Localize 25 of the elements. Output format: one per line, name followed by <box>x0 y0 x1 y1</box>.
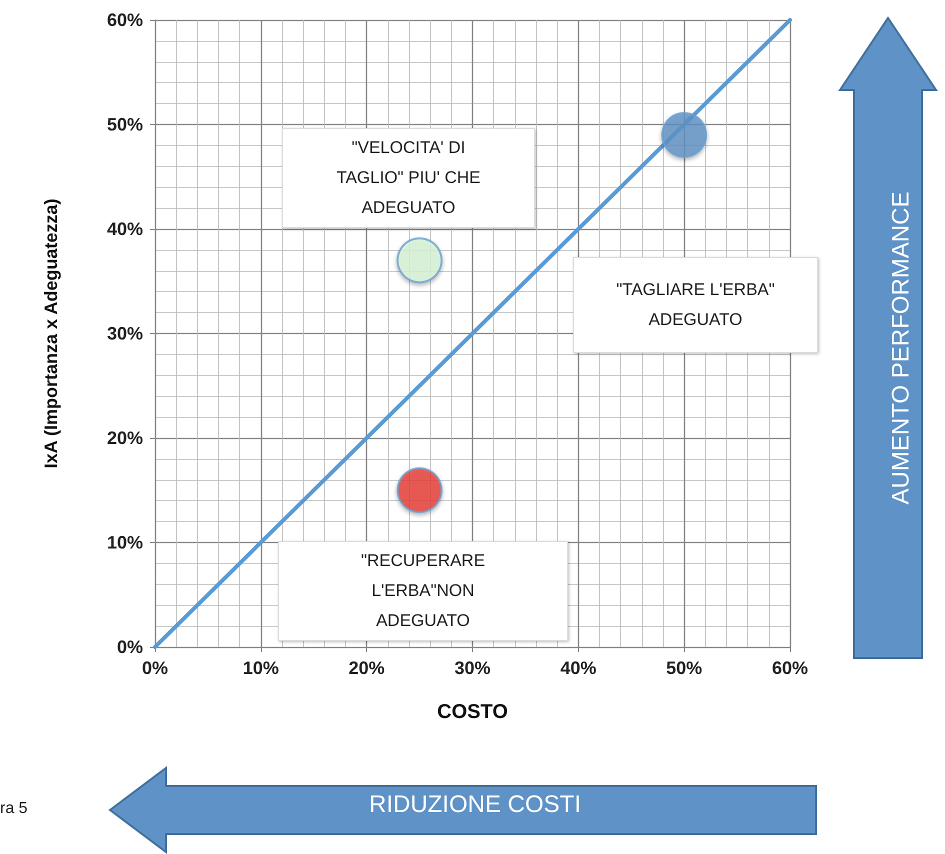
x-tick-label: 20% <box>348 658 385 678</box>
x-tick-label: 40% <box>560 658 596 678</box>
text: RIDUZIONE COSTI <box>368 791 581 819</box>
point <box>661 112 708 158</box>
y-tick-label: 30% <box>106 324 143 344</box>
note-box: "TAGLIARE L'ERBA" ADEGUATO <box>573 257 818 353</box>
text: AUMENTO PERFORMANCE <box>886 192 915 504</box>
x-tick-label: 10% <box>242 658 279 678</box>
y-tick-label: 10% <box>106 532 143 552</box>
x-tick-label: 0% <box>142 658 168 678</box>
note-box: "RECUPERARE L'ERBA"NON ADEGUATO <box>278 541 568 641</box>
x-tick-label: 60% <box>772 658 808 678</box>
y-tick-label: 50% <box>106 114 143 134</box>
x-axis-title: COSTO <box>437 701 508 723</box>
y-tick-label: 20% <box>106 428 143 448</box>
point <box>396 237 443 284</box>
x-tick-label: 50% <box>666 658 702 678</box>
y-tick-label: 0% <box>116 637 143 657</box>
y-axis-title: IxA (Importanza x Adeguatezza) <box>41 198 61 468</box>
y-tick-label: 60% <box>106 10 143 30</box>
point <box>396 467 443 514</box>
x-tick-label: 30% <box>454 658 491 678</box>
y-tick-label: 40% <box>106 219 143 239</box>
text: ra 5 <box>0 800 28 818</box>
note-box: "VELOCITA' DI TAGLIO" PIU' CHE ADEGUATO <box>282 128 535 228</box>
